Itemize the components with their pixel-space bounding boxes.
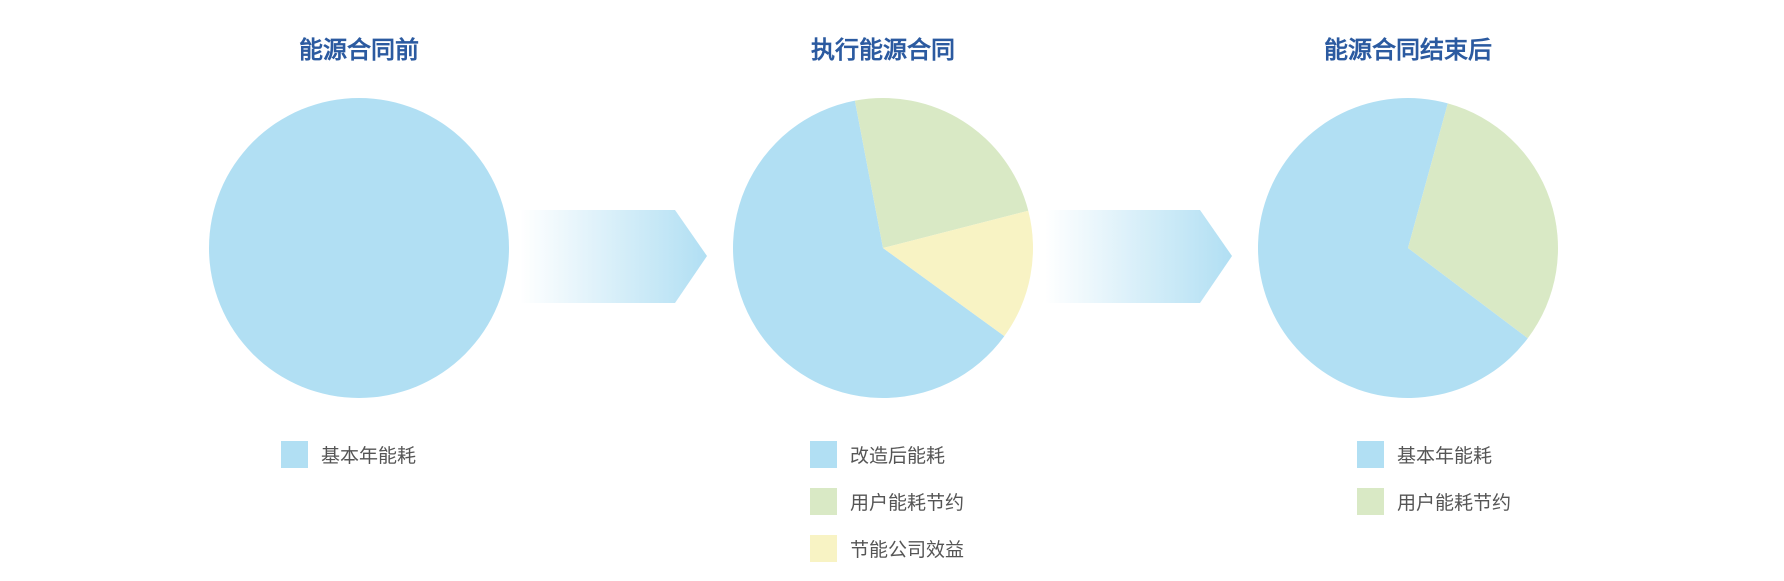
legend-during: 改造后能耗用户能耗节约 节能公司效益 <box>810 440 964 581</box>
legend-label: 基本年能耗 <box>321 444 417 467</box>
legend-swatch <box>810 440 837 468</box>
legend-item: 改造后能耗 <box>810 440 964 468</box>
arrow-right-icon <box>520 210 707 303</box>
legend-swatch <box>810 487 837 515</box>
pie-slice <box>1408 103 1558 339</box>
legend-item: 用户能耗节约 <box>810 487 964 515</box>
legend-label: 基本年能耗 <box>1397 444 1493 467</box>
legend-item: 基本年能耗 <box>281 440 416 468</box>
chart-title-after: 能源合同结束后 <box>1324 36 1492 64</box>
pie-slice <box>209 98 509 398</box>
pie-slice <box>733 100 1005 398</box>
legend-swatch <box>1357 440 1384 468</box>
legend-item: 节能公司效益 <box>810 534 964 562</box>
legend-swatch <box>810 534 837 562</box>
legend-after: 基本年能耗用户能耗节约 <box>1357 440 1511 534</box>
pie-slice <box>1258 98 1528 399</box>
legend-label: 用户能耗节约 <box>1397 491 1512 514</box>
pie-slice <box>854 98 1029 248</box>
legend-label: 改造后能耗 <box>850 444 946 467</box>
pie-slice <box>883 210 1034 337</box>
legend-before: 基本年能耗 <box>281 440 416 487</box>
arrow-right-icon <box>1045 210 1232 303</box>
legend-item: 用户能耗节约 <box>1357 487 1511 515</box>
legend-swatch <box>281 440 308 468</box>
legend-swatch <box>1357 487 1384 515</box>
chart-title-during: 执行能源合同 <box>811 36 955 64</box>
legend-item: 基本年能耗 <box>1357 440 1511 468</box>
legend-label: 节能公司效益 <box>850 538 965 561</box>
chart-title-before: 能源合同前 <box>299 36 419 64</box>
legend-label: 用户能耗节约 <box>850 491 965 514</box>
